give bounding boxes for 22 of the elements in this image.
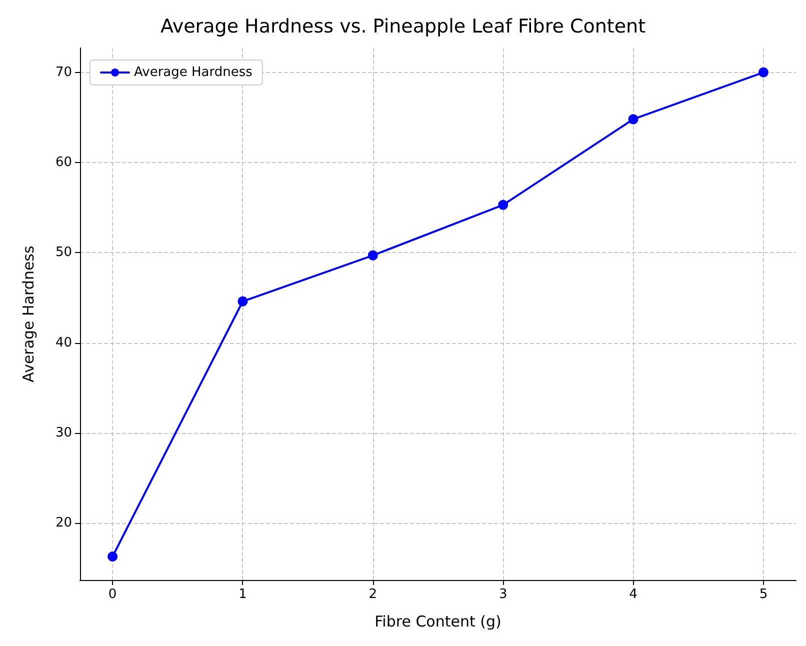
point	[628, 114, 638, 124]
point	[108, 552, 118, 562]
point	[758, 67, 768, 78]
legend-label: Average Hardness	[134, 65, 253, 80]
y-axis-title: Average Hardness	[20, 246, 38, 382]
chart-title: Average Hardness vs. Pineapple Leaf Fibre Content	[160, 16, 646, 38]
y-tick-label: 70	[55, 64, 72, 80]
point	[368, 250, 378, 260]
y-tick-label: 40	[55, 335, 72, 350]
y-tick-label: 20	[55, 516, 72, 531]
point	[238, 296, 248, 306]
x-tick-label: 0	[108, 587, 117, 602]
point	[498, 200, 508, 210]
x-tick-label: 2	[368, 587, 378, 602]
x-axis-title: Fibre Content (g)	[374, 612, 502, 630]
x-tick-label: 5	[759, 587, 768, 602]
x-tick-label: 1	[238, 587, 247, 602]
y-tick-label: 50	[55, 245, 72, 260]
y-tick-label: 60	[55, 155, 72, 170]
x-tick-label: 4	[629, 587, 638, 602]
y-tick-label: 30	[55, 426, 72, 441]
x-tick-label: 3	[498, 587, 508, 602]
